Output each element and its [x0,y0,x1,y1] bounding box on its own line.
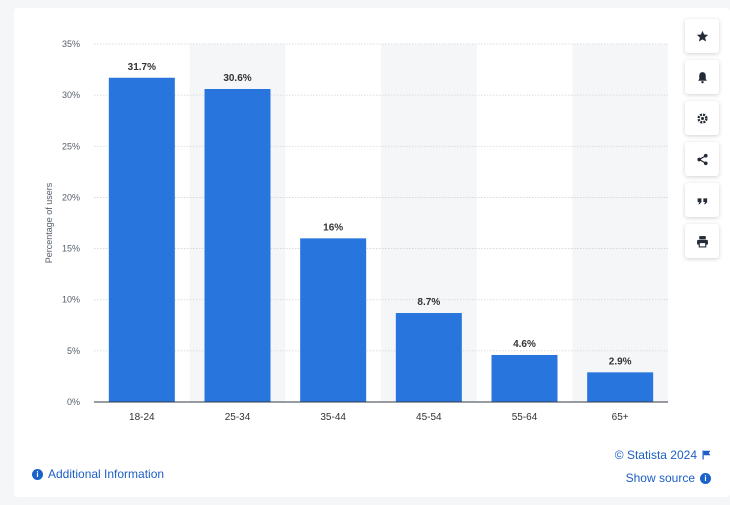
y-tick-label: 5% [67,346,80,356]
data-label: 2.9% [609,356,632,367]
x-tick-label: 35-44 [320,412,346,423]
quote-icon [697,197,707,204]
chart-toolbar [685,19,721,265]
show-source-link[interactable]: Show source i [615,470,711,486]
x-tick-label: 65+ [612,412,629,423]
y-axis-title: Percentage of users [44,182,54,263]
data-label: 4.6% [513,339,536,350]
flag-icon [702,450,711,460]
bar [587,372,654,402]
settings-button[interactable] [685,101,719,135]
info-icon: i [700,472,711,484]
favorite-button[interactable] [685,19,719,53]
y-tick-label: 30% [62,90,80,100]
data-label: 31.7% [128,62,156,73]
y-tick-label: 20% [62,192,80,202]
share-button[interactable] [685,142,719,176]
y-tick-label: 10% [62,295,80,305]
data-label: 16% [323,222,343,233]
bar [108,77,175,403]
x-tick-label: 18-24 [129,412,155,423]
y-tick-label: 0% [67,397,80,407]
y-tick-label: 35% [62,39,80,49]
show-source-label: Show source [625,471,695,485]
y-tick-label: 15% [62,244,80,254]
category-band [572,44,668,402]
additional-information-label: Additional Information [48,467,165,481]
share-icon [696,153,708,165]
print-icon [696,235,708,247]
gear-icon [696,112,708,124]
bar [395,313,462,402]
cite-button[interactable] [685,183,719,217]
notification-button[interactable] [685,60,719,94]
bar [300,238,367,402]
star-icon [696,30,708,41]
print-button[interactable] [685,224,719,258]
copyright-row[interactable]: © Statista 2024 [615,447,711,463]
source-footer: © Statista 2024 Show source i [615,447,711,493]
bell-icon [697,71,707,83]
additional-information-link[interactable]: i Additional Information [32,467,164,481]
x-tick-label: 25-34 [225,412,251,423]
info-icon: i [32,468,43,480]
bar [204,89,271,403]
copyright-text: © Statista 2024 [614,448,697,462]
data-label: 30.6% [223,73,251,84]
bar [491,354,558,402]
y-tick-label: 25% [62,141,80,151]
x-tick-label: 45-54 [416,412,442,423]
x-tick-label: 55-64 [512,412,538,423]
data-label: 8.7% [417,297,440,308]
